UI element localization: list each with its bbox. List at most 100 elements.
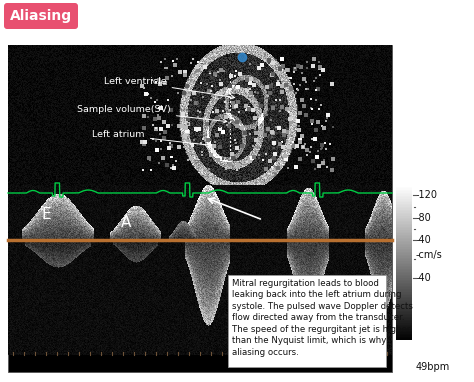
Text: -120: -120 xyxy=(416,190,438,200)
Bar xyxy=(396,242,412,244)
Bar xyxy=(396,193,412,194)
Bar xyxy=(396,239,412,241)
Bar xyxy=(396,303,412,304)
FancyBboxPatch shape xyxy=(228,275,386,367)
Bar xyxy=(396,293,412,295)
Text: Sample volume(SV): Sample volume(SV) xyxy=(77,105,227,123)
Bar xyxy=(396,261,412,262)
Bar xyxy=(396,222,412,224)
Bar xyxy=(396,211,412,213)
Bar xyxy=(396,275,412,277)
Text: -cm/s: -cm/s xyxy=(416,250,443,260)
Bar xyxy=(8,45,392,372)
Bar xyxy=(396,334,412,335)
Bar xyxy=(396,188,412,189)
Bar xyxy=(396,249,412,250)
Bar xyxy=(396,191,412,193)
Bar xyxy=(396,201,412,202)
Text: -80: -80 xyxy=(416,213,432,223)
Bar xyxy=(396,300,412,301)
Text: -40: -40 xyxy=(416,235,432,245)
Bar xyxy=(396,287,412,289)
Bar xyxy=(396,306,412,308)
Bar xyxy=(396,311,412,312)
Bar xyxy=(396,235,412,236)
Text: Left ventricle: Left ventricle xyxy=(104,77,235,99)
Bar xyxy=(396,225,412,227)
Bar xyxy=(396,264,412,265)
Bar xyxy=(396,289,412,290)
Bar xyxy=(396,244,412,246)
Bar xyxy=(396,247,412,249)
Bar xyxy=(396,323,412,324)
Bar xyxy=(396,317,412,318)
Bar xyxy=(396,221,412,222)
Bar xyxy=(396,199,412,201)
Bar xyxy=(396,337,412,338)
Bar xyxy=(396,186,412,188)
Bar xyxy=(396,228,412,230)
Bar xyxy=(396,320,412,321)
Bar xyxy=(396,270,412,272)
Bar xyxy=(396,233,412,235)
Bar xyxy=(396,272,412,274)
Bar xyxy=(396,267,412,269)
Bar xyxy=(396,202,412,204)
Bar xyxy=(396,331,412,332)
Bar xyxy=(396,283,412,284)
Bar xyxy=(396,329,412,331)
Text: Mitral regurgitation leads to blood
leaking back into the left atrium during
sys: Mitral regurgitation leads to blood leak… xyxy=(232,279,413,357)
Bar xyxy=(396,185,412,186)
Bar xyxy=(396,280,412,281)
Bar xyxy=(396,318,412,320)
Bar xyxy=(396,308,412,309)
Bar xyxy=(396,314,412,315)
Bar xyxy=(396,256,412,258)
Bar xyxy=(396,255,412,256)
Text: E: E xyxy=(41,207,51,222)
Bar xyxy=(396,312,412,314)
Bar xyxy=(396,309,412,311)
Bar xyxy=(396,328,412,329)
Bar xyxy=(396,224,412,225)
Bar xyxy=(396,241,412,242)
Bar xyxy=(396,252,412,253)
Bar xyxy=(396,210,412,211)
FancyBboxPatch shape xyxy=(4,3,78,29)
Bar xyxy=(396,262,412,264)
Bar xyxy=(396,205,412,207)
Bar xyxy=(396,298,412,300)
Bar xyxy=(396,335,412,337)
Bar xyxy=(396,204,412,205)
Bar xyxy=(396,304,412,306)
Bar xyxy=(396,236,412,238)
Bar xyxy=(396,253,412,255)
Bar xyxy=(396,301,412,303)
Bar xyxy=(396,295,412,296)
Bar xyxy=(396,296,412,298)
Bar xyxy=(396,277,412,278)
Bar xyxy=(396,207,412,208)
Bar xyxy=(396,231,412,233)
Bar xyxy=(396,332,412,334)
Text: -40: -40 xyxy=(416,273,432,283)
Bar xyxy=(396,219,412,221)
Bar xyxy=(396,250,412,252)
Bar xyxy=(396,290,412,292)
Bar xyxy=(396,194,412,196)
Text: Aliasing: Aliasing xyxy=(10,9,72,23)
Bar xyxy=(396,278,412,280)
Bar xyxy=(396,259,412,261)
Bar xyxy=(396,216,412,218)
Bar xyxy=(396,246,412,247)
Text: Left atrium: Left atrium xyxy=(92,130,211,147)
Bar xyxy=(396,214,412,216)
Bar xyxy=(396,281,412,283)
Bar xyxy=(396,213,412,214)
Bar xyxy=(396,321,412,323)
Bar xyxy=(396,189,412,191)
Bar xyxy=(396,326,412,328)
Bar xyxy=(396,265,412,267)
Bar xyxy=(396,258,412,259)
Bar xyxy=(396,197,412,199)
